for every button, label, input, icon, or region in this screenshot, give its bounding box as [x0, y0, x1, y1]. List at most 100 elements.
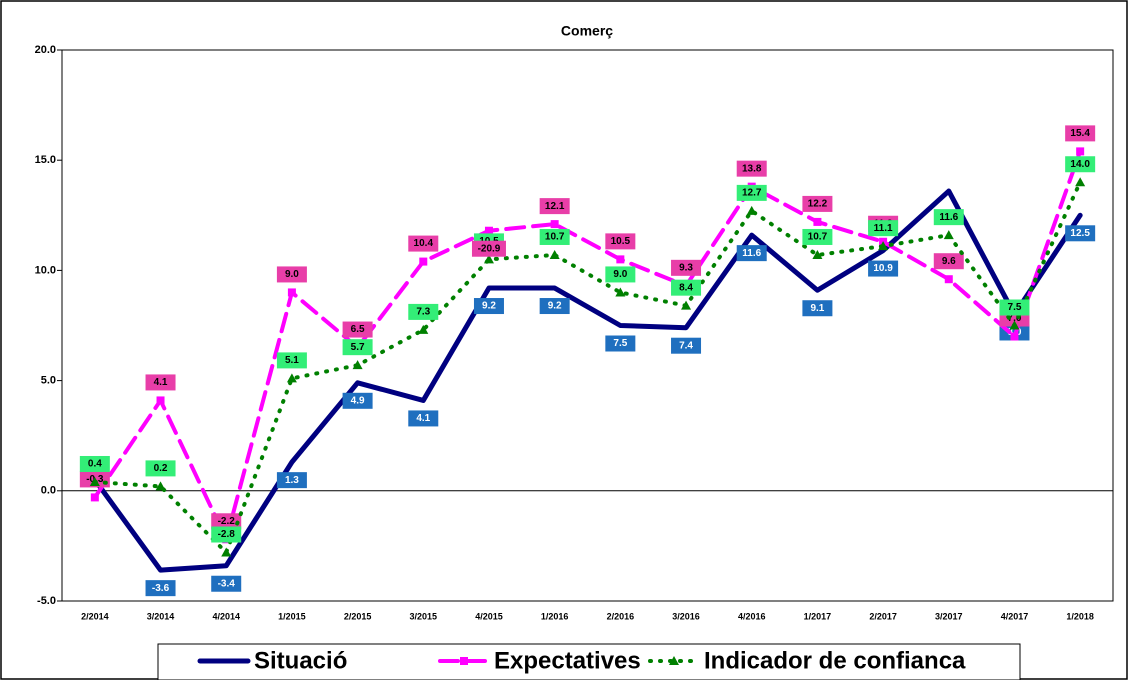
- value-label-box: [736, 160, 767, 177]
- value-label: 9.0: [285, 269, 299, 280]
- value-label-box: [211, 575, 242, 592]
- marker: [1009, 320, 1020, 330]
- value-label-box: [145, 460, 176, 477]
- value-label-box: [605, 335, 636, 352]
- legend-marker: [669, 656, 679, 665]
- value-label-box: [1065, 156, 1096, 173]
- value-label: 9.1: [810, 303, 824, 314]
- marker: [90, 493, 99, 502]
- value-label: 6.5: [351, 324, 365, 335]
- marker: [615, 287, 626, 297]
- x-tick-label: 1/2017: [804, 611, 832, 621]
- value-label-box: [736, 245, 767, 262]
- value-label: 10.9: [873, 263, 893, 274]
- value-label: 7.4: [679, 340, 693, 351]
- x-tick-label: 2/2016: [607, 611, 635, 621]
- x-tick-label: 4/2016: [738, 611, 766, 621]
- value-label: 1.3: [285, 475, 299, 486]
- value-label: 9.2: [482, 301, 496, 312]
- value-label-box: [408, 410, 439, 427]
- value-label: 4.1: [154, 377, 168, 388]
- value-label: 7.3: [416, 307, 430, 318]
- value-label-box: [539, 298, 570, 315]
- value-label: 9.2: [548, 301, 562, 312]
- marker: [1075, 177, 1086, 187]
- y-tick-label: 10.0: [35, 264, 56, 276]
- annotation: -20.9: [478, 243, 501, 254]
- marker: [156, 396, 165, 405]
- x-tick-label: 1/2016: [541, 611, 569, 621]
- x-tick-label: 1/2018: [1066, 611, 1094, 621]
- value-label-box: [933, 209, 964, 226]
- value-label-box: [802, 228, 833, 245]
- value-label: 0.4: [88, 459, 102, 470]
- value-label: -3.6: [152, 583, 170, 594]
- value-label: 13.8: [742, 163, 762, 174]
- value-label-box: [79, 455, 110, 472]
- marker: [1076, 147, 1085, 156]
- y-tick-label: 20.0: [35, 44, 56, 56]
- value-label-box: [1065, 125, 1096, 142]
- marker: [286, 373, 297, 383]
- value-label: 15.4: [1070, 128, 1090, 139]
- value-label: 5.7: [351, 342, 365, 353]
- marker: [1010, 332, 1019, 341]
- marker: [483, 254, 494, 264]
- value-label-box: [736, 184, 767, 201]
- value-label: 10.7: [545, 232, 565, 243]
- x-tick-label: 3/2017: [935, 611, 963, 621]
- value-label-box: [999, 299, 1030, 316]
- marker: [681, 300, 692, 310]
- x-tick-label: 3/2016: [672, 611, 700, 621]
- value-label-box: [671, 279, 702, 296]
- value-label: 12.5: [1070, 228, 1090, 239]
- value-label-box: [1065, 225, 1096, 242]
- value-label-box: [539, 228, 570, 245]
- series-line: [92, 180, 1083, 555]
- value-label: 7.5: [1008, 302, 1022, 313]
- marker: [287, 288, 296, 297]
- value-label-box: [145, 580, 176, 597]
- value-label: 9.6: [942, 256, 956, 267]
- value-label: 8.4: [679, 282, 693, 293]
- y-tick-label: 15.0: [35, 154, 56, 166]
- marker: [813, 217, 822, 226]
- value-label-box: [605, 266, 636, 283]
- x-tick-label: 2/2015: [344, 611, 372, 621]
- x-tick-label: 3/2014: [147, 611, 175, 621]
- chart-title: Comerç: [561, 23, 613, 39]
- marker: [484, 226, 493, 235]
- legend-label: Indicador de confianca: [704, 647, 966, 674]
- value-label: 12.7: [742, 188, 762, 199]
- value-label-box: [408, 235, 439, 252]
- legend-label: Situació: [254, 647, 347, 674]
- x-tick-label: 2/2014: [81, 611, 109, 621]
- value-label: -2.8: [218, 529, 236, 540]
- marker: [221, 547, 232, 557]
- value-label-box: [342, 392, 373, 409]
- value-label: 4.9: [351, 395, 365, 406]
- legend-label: Expectatives: [494, 647, 641, 674]
- marker: [155, 481, 166, 491]
- value-label-box: [145, 374, 176, 391]
- x-tick-label: 4/2015: [475, 611, 503, 621]
- value-label: 11.6: [939, 212, 958, 223]
- x-tick-label: 4/2014: [212, 611, 240, 621]
- legend-marker: [460, 657, 468, 665]
- value-label-box: [276, 352, 307, 369]
- marker: [418, 324, 429, 334]
- marker: [944, 275, 953, 284]
- marker: [943, 230, 954, 240]
- value-label: 10.5: [611, 236, 631, 247]
- value-label-box: [342, 339, 373, 356]
- value-label-box: [671, 337, 702, 354]
- value-label: 9.0: [613, 269, 627, 280]
- value-label-box: [473, 298, 504, 315]
- y-tick-label: 0.0: [41, 485, 56, 497]
- series-line: [92, 188, 1083, 573]
- x-tick-label: 2/2017: [869, 611, 897, 621]
- value-label: 7.0: [1008, 313, 1022, 324]
- marker: [549, 249, 560, 259]
